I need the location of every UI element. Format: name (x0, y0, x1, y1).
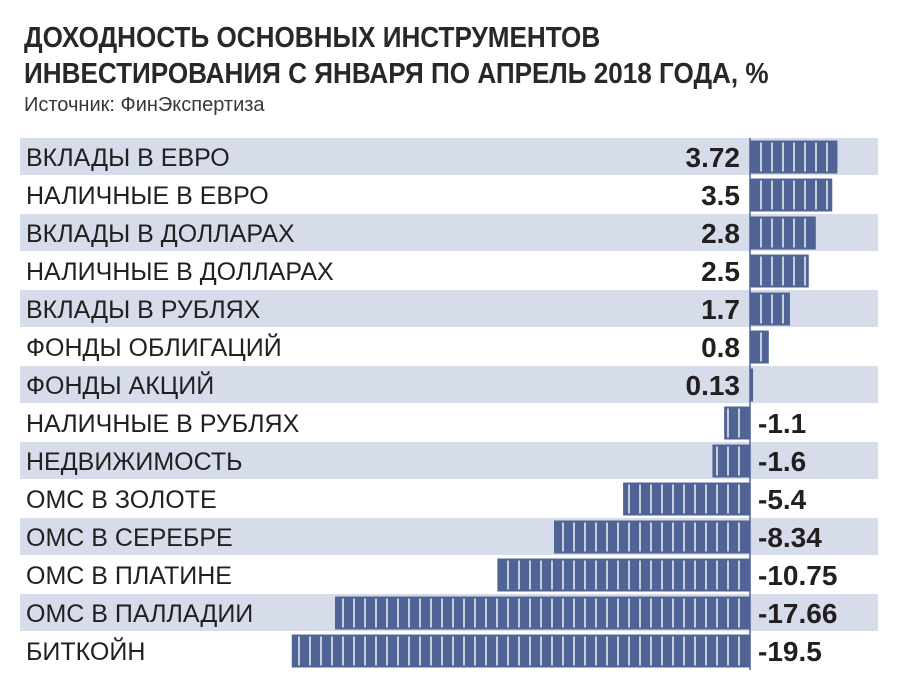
category-label: ВКЛАДЫ В ДОЛЛАРАХ (26, 220, 295, 248)
value-label: -8.34 (758, 522, 822, 553)
bar-fill (497, 558, 750, 592)
value-label: -5.4 (758, 484, 807, 515)
category-label: ОМС В СЕРЕБРЕ (26, 524, 233, 552)
bar (750, 254, 809, 288)
bar (554, 520, 750, 554)
chart-title-line-1: ДОХОДНОСТЬ ОСНОВНЫХ ИНСТРУМЕНТОВ (24, 22, 601, 54)
row-band (20, 138, 878, 175)
bar-fill (750, 368, 754, 402)
chart-title: ДОХОДНОСТЬ ОСНОВНЫХ ИНСТРУМЕНТОВ ИНВЕСТИ… (24, 20, 798, 92)
value-label: 0.8 (701, 332, 740, 363)
bar (497, 558, 750, 592)
bar (750, 368, 754, 402)
bar-fill (291, 634, 750, 668)
bar (750, 140, 838, 174)
category-label: НАЛИЧНЫЕ В РУБЛЯХ (26, 410, 300, 438)
bar (750, 178, 833, 212)
bar-fill (750, 330, 769, 364)
bar (334, 596, 750, 630)
value-label: 1.7 (701, 294, 740, 325)
row-band (20, 214, 878, 251)
category-label: ОМС В ПЛАТИНЕ (26, 562, 232, 590)
bar (712, 444, 750, 478)
bar (750, 292, 790, 326)
value-label: 0.13 (686, 370, 741, 401)
value-label: 3.72 (686, 142, 741, 173)
category-label: ФОНДЫ ОБЛИГАЦИЙ (26, 332, 282, 362)
category-label: НАЛИЧНЫЕ В ДОЛЛАРАХ (26, 258, 334, 286)
category-label: НАЛИЧНЫЕ В ЕВРО (26, 182, 269, 210)
row-band (20, 290, 878, 327)
bar-fill (554, 520, 750, 554)
bar-fill (750, 178, 833, 212)
value-label: -10.75 (758, 560, 837, 591)
value-label: 2.8 (701, 218, 740, 249)
category-label: ВКЛАДЫ В РУБЛЯХ (26, 296, 261, 324)
bar-fill (334, 596, 750, 630)
bar (724, 406, 750, 440)
value-label: 3.5 (701, 180, 740, 211)
bar (750, 216, 816, 250)
row-band (20, 366, 878, 403)
value-label: -1.6 (758, 446, 806, 477)
value-label: -19.5 (758, 636, 822, 667)
category-label: БИТКОЙН (26, 636, 145, 666)
value-label: -17.66 (758, 598, 837, 629)
bar-fill (712, 444, 750, 478)
bar (750, 330, 769, 364)
category-label: ОМС В ЗОЛОТЕ (26, 486, 217, 514)
category-label: ВКЛАДЫ В ЕВРО (26, 144, 230, 172)
category-label: ОМС В ПАЛЛАДИИ (26, 600, 253, 628)
bar-fill (750, 292, 790, 326)
bar (291, 634, 750, 668)
category-label: НЕДВИЖИМОСТЬ (26, 448, 243, 476)
value-label: -1.1 (758, 408, 806, 439)
value-label: 2.5 (701, 256, 740, 287)
chart-source: Источник: ФинЭкспертиза (24, 94, 265, 116)
bar-fill (623, 482, 750, 516)
bar (623, 482, 750, 516)
chart-title-line-2: ИНВЕСТИРОВАНИЯ С ЯНВАРЯ ПО АПРЕЛЬ 2018 Г… (24, 58, 769, 90)
category-label: ФОНДЫ АКЦИЙ (26, 370, 214, 400)
bar-fill (750, 254, 809, 288)
